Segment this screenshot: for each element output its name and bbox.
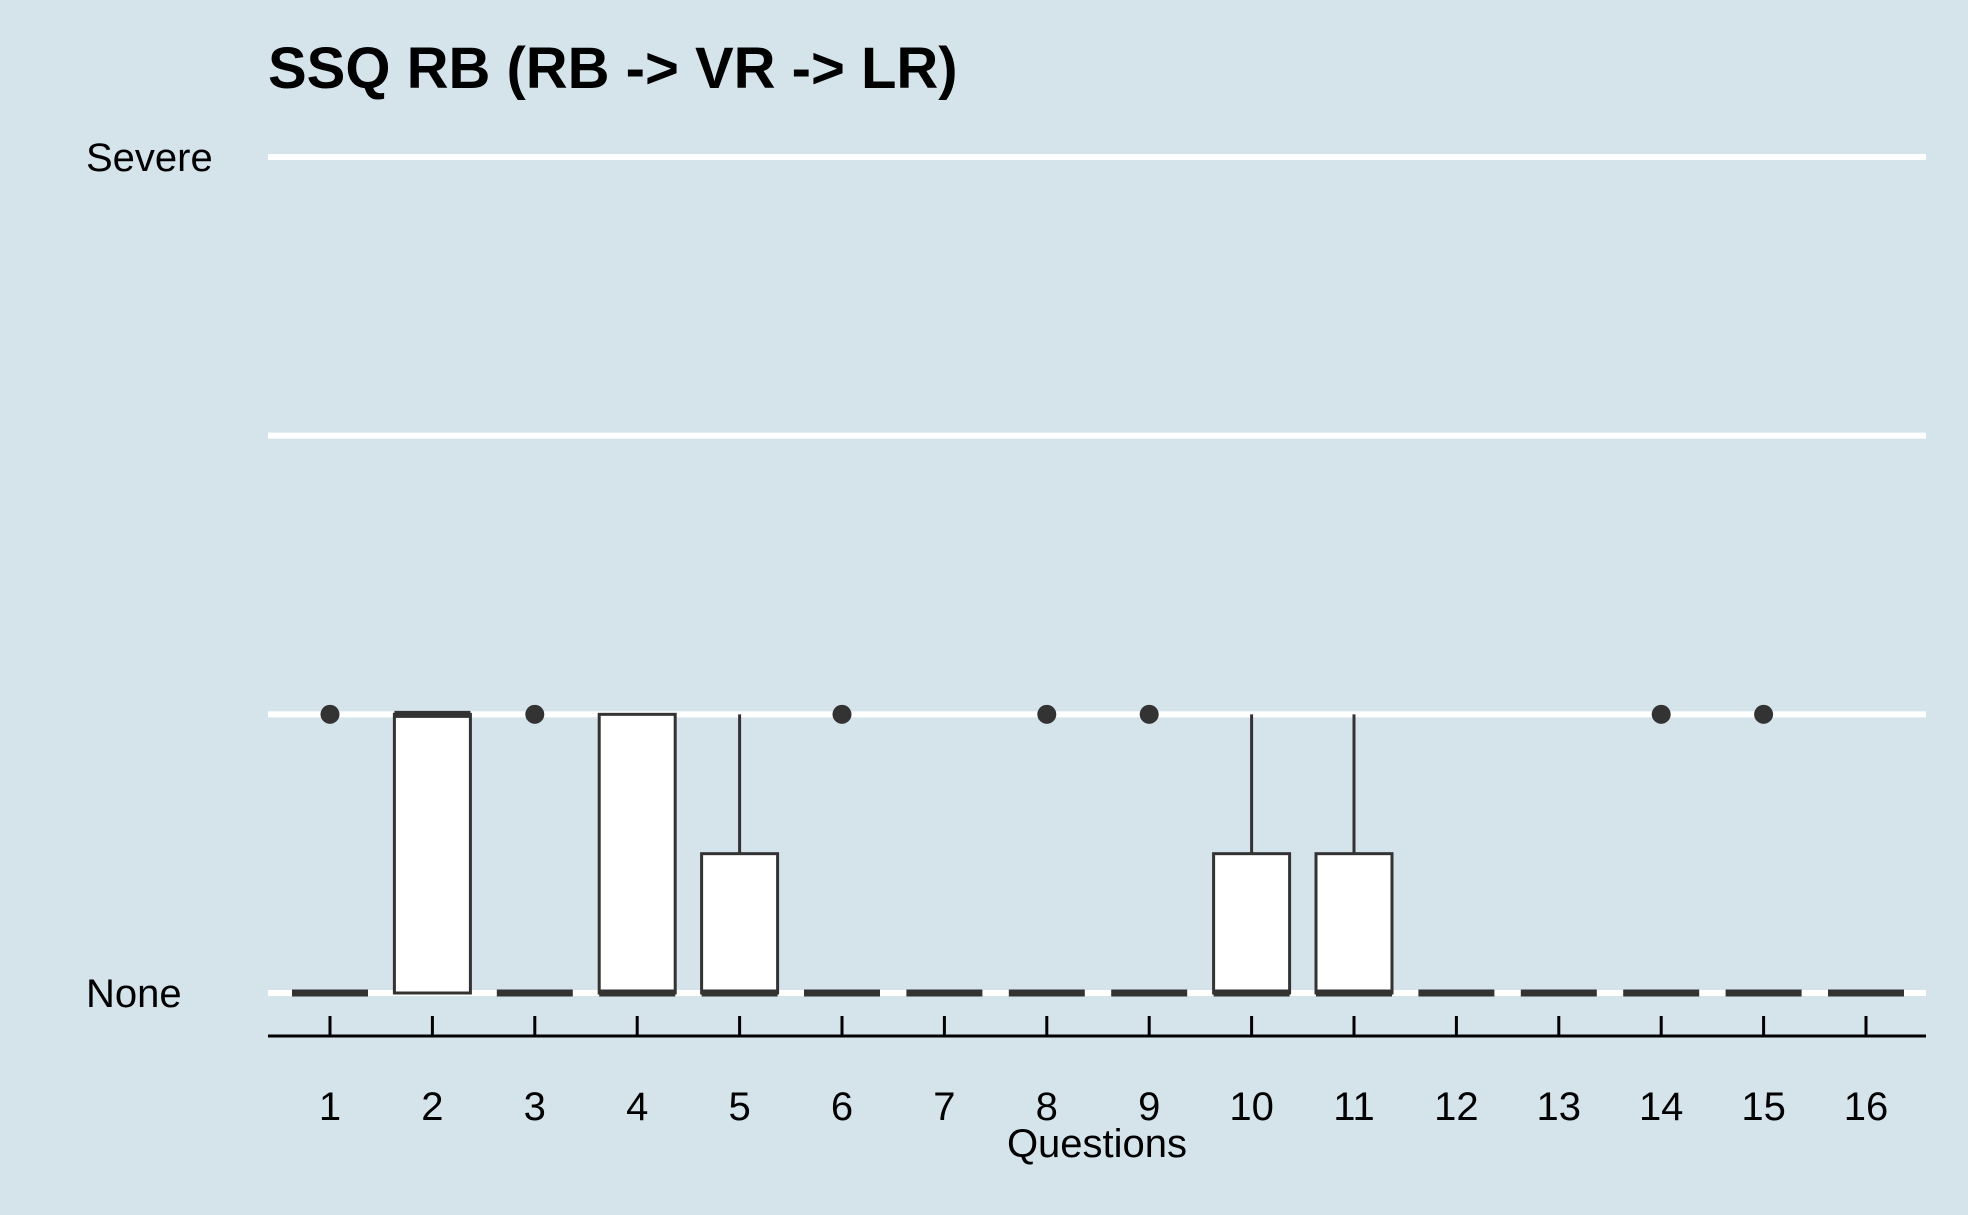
x-axis-label: Questions xyxy=(1007,1122,1187,1166)
boxplot-q2 xyxy=(392,710,472,995)
x-tick-label-9: 9 xyxy=(1138,1085,1160,1129)
boxplot-q8 xyxy=(1008,704,1085,997)
x-tick-label-4: 4 xyxy=(626,1085,648,1129)
boxplot-q3 xyxy=(496,704,573,997)
box-q4 xyxy=(597,712,677,995)
y-tick-label-1: Severe xyxy=(86,136,213,180)
boxplot-q1 xyxy=(292,704,368,997)
x-tick-label-5: 5 xyxy=(728,1085,750,1129)
boxplot-q15 xyxy=(1725,704,1802,997)
outlier-q8-0 xyxy=(1037,704,1057,724)
outlier-q1-0 xyxy=(320,704,340,724)
x-tick-label-11: 11 xyxy=(1333,1085,1375,1129)
boxplot-q11 xyxy=(1314,714,1394,997)
boxplot-q9 xyxy=(1111,704,1188,997)
x-tick-label-6: 6 xyxy=(831,1085,853,1129)
boxplot-q5 xyxy=(700,714,780,997)
y-tick-label-0: None xyxy=(86,972,182,1016)
outlier-q9-0 xyxy=(1139,704,1159,724)
box-q10 xyxy=(1212,852,1292,995)
box-q5 xyxy=(700,852,780,995)
x-tick-label-2: 2 xyxy=(421,1085,443,1129)
x-tick-label-14: 14 xyxy=(1639,1085,1684,1129)
x-axis: 1 2 3 4 5 6 7 8 9 10 11 12 13 14 15 16 xyxy=(268,1016,1926,1129)
x-tick-label-1: 1 xyxy=(319,1085,341,1129)
outlier-q6-0 xyxy=(832,704,852,724)
y-axis-labels: None Severe xyxy=(86,136,213,1016)
outlier-q14-0 xyxy=(1651,704,1671,724)
x-tick-label-10: 10 xyxy=(1229,1085,1274,1129)
boxplot-q4 xyxy=(597,712,677,997)
boxplot-q14 xyxy=(1623,704,1700,997)
box-q11 xyxy=(1314,852,1394,995)
x-tick-label-12: 12 xyxy=(1434,1085,1479,1129)
box-q2 xyxy=(392,712,472,995)
x-tick-label-8: 8 xyxy=(1036,1085,1058,1129)
x-tick-label-15: 15 xyxy=(1741,1085,1786,1129)
boxplot-q10 xyxy=(1212,714,1292,997)
x-tick-label-16: 16 xyxy=(1844,1085,1889,1129)
x-tick-label-13: 13 xyxy=(1537,1085,1582,1129)
outlier-q3-0 xyxy=(525,704,545,724)
x-tick-label-7: 7 xyxy=(933,1085,955,1129)
x-tick-label-3: 3 xyxy=(524,1085,546,1129)
gridlines xyxy=(268,154,1926,996)
outlier-q15-0 xyxy=(1754,704,1774,724)
boxplot-q6 xyxy=(804,704,880,997)
chart-title: SSQ RB (RB -> VR -> LR) xyxy=(268,36,958,101)
boxplots xyxy=(292,704,1904,997)
